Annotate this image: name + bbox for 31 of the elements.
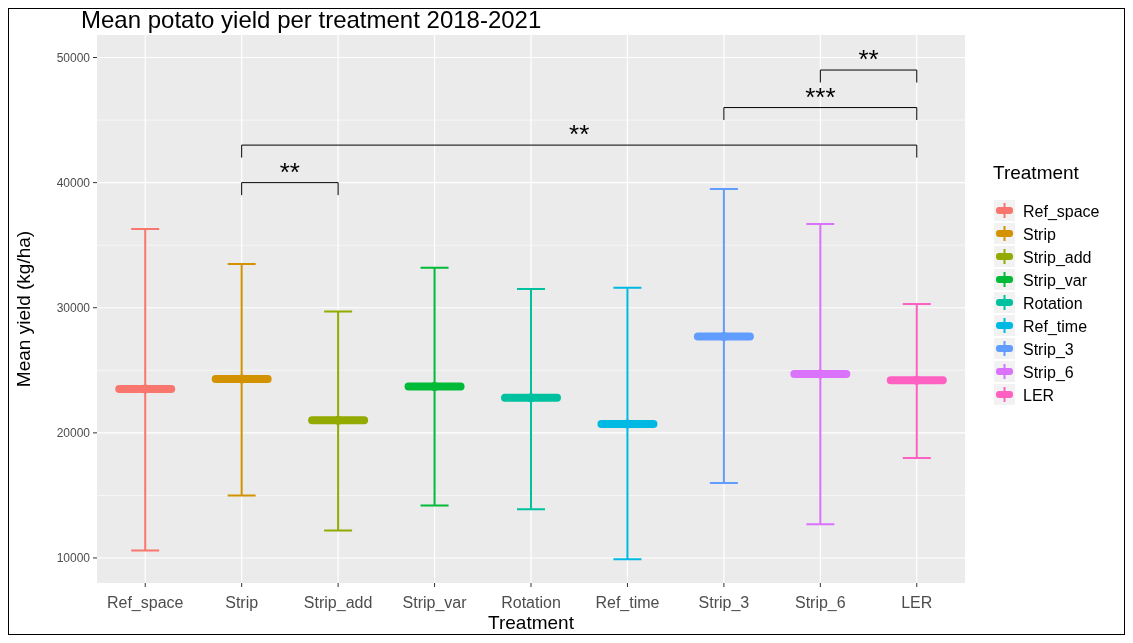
x-tick-label: Strip — [225, 594, 259, 611]
legend-title: Treatment — [993, 162, 1080, 183]
legend-label: Strip_add — [1023, 248, 1092, 267]
y-tick-label: 30000 — [56, 300, 91, 315]
x-tick-label: Strip_var — [402, 594, 468, 612]
legend-label: Strip_3 — [1023, 340, 1074, 359]
legend-label: Strip_var — [1023, 271, 1088, 290]
x-tick-label: Ref_space — [106, 594, 184, 612]
x-tick-label: Strip_add — [303, 594, 373, 612]
y-axis-title: Mean yield (kg/ha) — [13, 230, 34, 388]
annotation: ** — [279, 156, 301, 187]
x-tick-label: Strip_3 — [698, 594, 750, 612]
legend-label: Strip — [1023, 225, 1056, 243]
x-axis-title: Treatment — [488, 612, 575, 633]
chart-title: Mean potato yield per treatment 2018-2021 — [81, 6, 542, 33]
x-tick-label: LER — [901, 594, 933, 611]
y-tick-label: 10000 — [56, 551, 91, 566]
legend-label: Rotation — [1023, 294, 1083, 312]
legend-label: Ref_time — [1023, 317, 1088, 336]
x-tick-label: Rotation — [501, 594, 561, 611]
y-tick-label: 50000 — [56, 50, 91, 65]
annotation: ** — [858, 44, 879, 75]
legend-label: Strip_6 — [1023, 363, 1074, 382]
annotation: ** — [569, 119, 590, 150]
x-tick-label: Strip_6 — [794, 594, 846, 612]
legend-label: Ref_space — [1023, 202, 1100, 221]
y-tick-label: 40000 — [56, 175, 91, 190]
x-tick-label: Ref_time — [595, 594, 660, 612]
y-tick-label: 20000 — [56, 426, 91, 441]
annotation: *** — [805, 81, 836, 112]
legend-label: LER — [1023, 386, 1055, 404]
